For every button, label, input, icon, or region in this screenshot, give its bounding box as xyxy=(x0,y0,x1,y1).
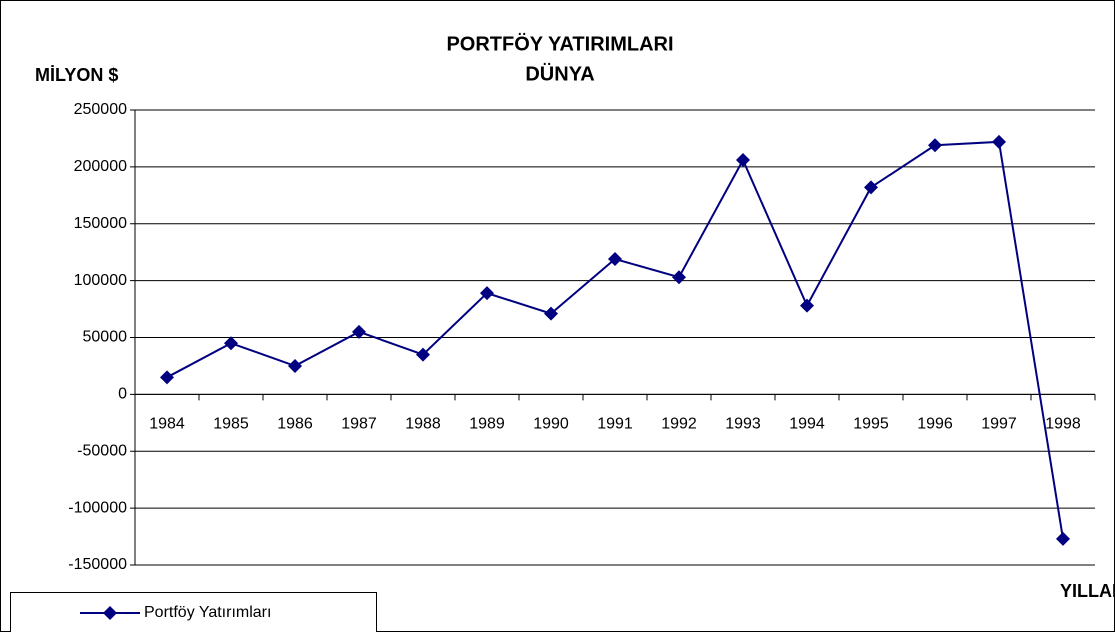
data-point xyxy=(928,138,942,153)
chart-title: PORTFÖY YATIRIMLARI xyxy=(446,32,673,55)
x-axis-label: YILLAR xyxy=(1060,581,1115,601)
y-tick-label: 150000 xyxy=(74,215,127,232)
x-tick-label: 1985 xyxy=(213,416,249,433)
x-tick-label: 1992 xyxy=(661,416,697,433)
data-point xyxy=(1056,531,1070,546)
y-tick-label: 50000 xyxy=(83,329,128,346)
legend-box xyxy=(10,592,377,632)
x-tick-label: 1989 xyxy=(469,416,505,433)
y-tick-label: 250000 xyxy=(74,101,127,118)
legend-marker xyxy=(103,606,117,620)
x-tick-label: 1991 xyxy=(597,416,633,433)
x-tick-label: 1987 xyxy=(341,416,377,433)
data-point xyxy=(800,298,814,313)
x-tick-label: 1993 xyxy=(725,416,761,433)
data-point xyxy=(736,153,750,168)
data-point xyxy=(160,370,174,385)
data-point xyxy=(864,180,878,195)
data-point xyxy=(992,134,1006,149)
y-axis-label: MİLYON $ xyxy=(35,65,118,85)
data-point xyxy=(544,306,558,321)
x-tick-label: 1990 xyxy=(533,416,569,433)
data-point xyxy=(288,358,302,373)
y-tick-label: 100000 xyxy=(74,272,127,289)
x-tick-label: 1994 xyxy=(789,416,825,433)
data-point xyxy=(480,286,494,301)
x-tick-label: 1988 xyxy=(405,416,441,433)
data-point xyxy=(224,336,238,351)
data-point xyxy=(416,347,430,362)
y-tick-label: 0 xyxy=(118,386,127,403)
x-tick-label: 1997 xyxy=(981,416,1017,433)
x-tick-label: 1998 xyxy=(1045,416,1081,433)
y-tick-label: 200000 xyxy=(74,158,127,175)
y-tick-label: -100000 xyxy=(68,499,127,516)
data-point xyxy=(608,252,622,267)
y-tick-label: -150000 xyxy=(68,556,127,573)
data-point xyxy=(672,270,686,285)
y-tick-label: -50000 xyxy=(77,442,127,459)
x-tick-label: 1984 xyxy=(149,416,185,433)
chart-subtitle: DÜNYA xyxy=(525,62,594,85)
data-point xyxy=(352,324,366,339)
legend-label: Portföy Yatırımları xyxy=(144,604,271,621)
x-tick-label: 1986 xyxy=(277,416,313,433)
x-tick-label: 1996 xyxy=(917,416,953,433)
x-tick-label: 1995 xyxy=(853,416,889,433)
